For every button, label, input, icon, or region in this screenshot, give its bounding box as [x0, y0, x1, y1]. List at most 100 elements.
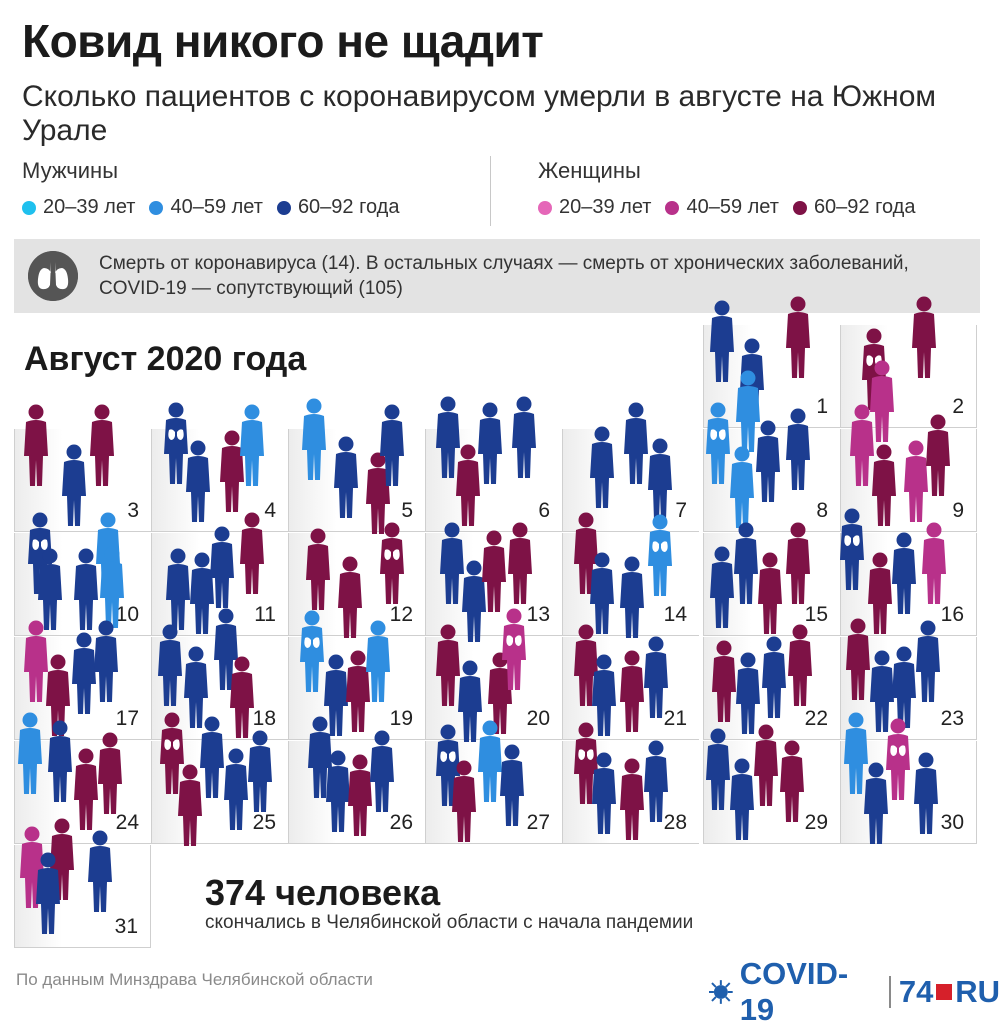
- dot-icon: [665, 200, 680, 215]
- person-figure-icon: [366, 620, 390, 702]
- person-figure-icon: [762, 636, 786, 718]
- person-figure-icon: [922, 522, 946, 604]
- person-figure-icon: [458, 660, 482, 742]
- person-figure-icon: [440, 522, 464, 604]
- day-number: 31: [114, 915, 138, 938]
- day-number: 22: [804, 707, 828, 730]
- person-figure-icon: [624, 402, 648, 484]
- person-figure-icon: [158, 624, 182, 706]
- person-figure-icon: [574, 722, 598, 804]
- person-figure-icon: [786, 296, 810, 378]
- person-figure-icon: [788, 624, 812, 706]
- legend-item-women-20-39: 20–39 лет: [538, 196, 651, 219]
- person-figure-icon: [648, 438, 672, 520]
- day-number: 13: [526, 603, 550, 626]
- person-figure-icon: [864, 762, 888, 844]
- dot-icon: [538, 200, 552, 215]
- person-figure-icon: [786, 522, 810, 604]
- person-figure-icon: [370, 730, 394, 812]
- person-figure-icon: [210, 526, 234, 608]
- legend-divider: [490, 156, 491, 226]
- day-number: 29: [804, 811, 828, 834]
- legend-item-men-60-92: 60–92 года: [276, 196, 399, 219]
- person-figure-icon: [90, 404, 114, 486]
- person-figure-icon: [380, 522, 404, 604]
- legend-item-men-20-39: 20–39 лет: [22, 196, 135, 219]
- day-number: 24: [115, 811, 139, 834]
- person-figure-icon: [620, 556, 644, 638]
- person-figure-icon: [482, 530, 506, 612]
- day-number: 17: [115, 707, 139, 730]
- lungs-icon: [28, 251, 78, 301]
- person-figure-icon: [200, 716, 224, 798]
- person-figure-icon: [74, 548, 98, 630]
- day-number: 10: [115, 603, 139, 626]
- person-figure-icon: [190, 552, 214, 634]
- person-figure-icon: [886, 718, 910, 800]
- person-figure-icon: [160, 712, 184, 794]
- day-number: 23: [940, 707, 964, 730]
- person-figure-icon: [88, 830, 112, 912]
- day-number: 21: [663, 707, 687, 730]
- person-figure-icon: [758, 552, 782, 634]
- total-caption: скончались в Челябинской области с начал…: [205, 912, 694, 933]
- person-figure-icon: [478, 402, 502, 484]
- person-figure-icon: [48, 720, 72, 802]
- person-figure-icon: [248, 730, 272, 812]
- person-figure-icon: [730, 446, 754, 528]
- person-figure-icon: [240, 404, 264, 486]
- day-number: 2: [952, 395, 964, 418]
- person-figure-icon: [710, 300, 734, 382]
- person-figure-icon: [870, 650, 894, 732]
- person-figure-icon: [590, 426, 614, 508]
- person-figure-icon: [592, 654, 616, 736]
- brand-logo: COVID-19 74 RU: [708, 956, 1000, 1028]
- person-figure-icon: [36, 852, 60, 934]
- person-figure-icon: [100, 546, 124, 628]
- source-note: По данным Минздрава Челябинской области: [16, 970, 373, 989]
- person-figure-icon: [62, 444, 86, 526]
- dot-icon: [149, 200, 164, 215]
- person-figure-icon: [736, 370, 760, 452]
- legend-men: Мужчины 20–39 лет 40–59 лет 60–92 года: [22, 158, 399, 219]
- person-figure-icon: [224, 748, 248, 830]
- person-figure-icon: [786, 408, 810, 490]
- person-figure-icon: [844, 712, 868, 794]
- person-figure-icon: [904, 440, 928, 522]
- person-figure-icon: [38, 548, 62, 630]
- legend-men-title: Мужчины: [22, 158, 119, 183]
- day-number: 16: [940, 603, 964, 626]
- person-figure-icon: [166, 548, 190, 630]
- virus-icon: [708, 980, 733, 1004]
- person-figure-icon: [872, 444, 896, 526]
- person-figure-icon: [462, 560, 486, 642]
- legend-women: Женщины 20–39 лет 40–59 лет 60–92 года: [538, 158, 915, 219]
- page-title: Ковид никого не щадит: [22, 15, 544, 67]
- person-figure-icon: [18, 712, 42, 794]
- person-figure-icon: [346, 650, 370, 732]
- people-illustration: [18, 296, 950, 934]
- day-number: 25: [252, 811, 276, 834]
- person-figure-icon: [436, 624, 460, 706]
- person-figure-icon: [592, 752, 616, 834]
- person-figure-icon: [780, 740, 804, 822]
- person-figure-icon: [846, 618, 870, 700]
- brand-74: 74: [898, 974, 934, 1009]
- person-figure-icon: [892, 646, 916, 728]
- person-figure-icon: [912, 296, 936, 378]
- person-figure-icon: [46, 654, 70, 736]
- dot-icon: [22, 200, 36, 215]
- day-number: 12: [389, 603, 413, 626]
- person-figure-icon: [706, 728, 730, 810]
- person-figure-icon: [326, 750, 350, 832]
- person-figure-icon: [590, 552, 614, 634]
- person-figure-icon: [230, 656, 254, 738]
- person-figure-icon: [324, 654, 348, 736]
- person-figure-icon: [178, 764, 202, 846]
- person-figure-icon: [186, 440, 210, 522]
- day-number: 27: [526, 811, 550, 834]
- person-figure-icon: [508, 522, 532, 604]
- person-figure-icon: [456, 444, 480, 526]
- person-figure-icon: [306, 528, 330, 610]
- person-figure-icon: [734, 522, 758, 604]
